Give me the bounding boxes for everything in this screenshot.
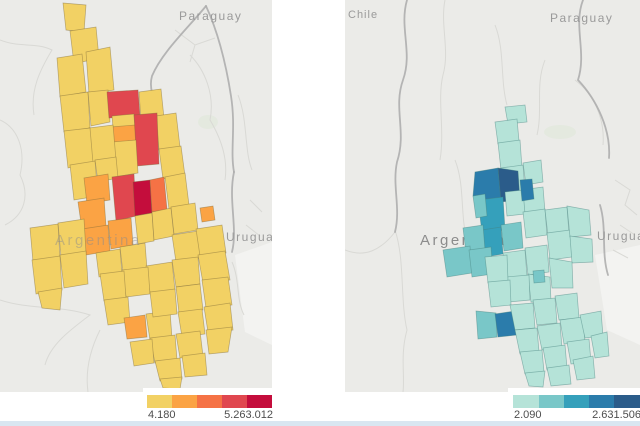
country-label-paraguay: Paraguay <box>179 9 242 23</box>
region[interactable] <box>522 159 544 186</box>
legend-swatch <box>197 395 222 408</box>
province-borders <box>0 29 263 392</box>
region[interactable] <box>522 208 548 239</box>
region[interactable] <box>484 254 509 284</box>
legend-swatch <box>247 395 272 408</box>
region[interactable] <box>546 229 573 261</box>
region[interactable] <box>132 179 153 217</box>
choropleth-map-cool[interactable]: Chile Paraguay Argentina <box>345 0 640 392</box>
region[interactable] <box>532 297 558 326</box>
country-label-uruguay: Uruguay <box>226 230 272 244</box>
region[interactable] <box>133 112 160 167</box>
choropleth-regions-warm[interactable] <box>29 2 234 390</box>
legend-swatch <box>172 395 197 408</box>
region[interactable] <box>442 245 473 278</box>
legend-max-label: 5.263.012 <box>224 409 273 421</box>
color-legend-cool: 2.090 2.631.506 <box>508 388 640 426</box>
region[interactable] <box>151 207 175 241</box>
region[interactable] <box>500 221 524 252</box>
region[interactable] <box>199 205 216 223</box>
region[interactable] <box>475 310 498 340</box>
region[interactable] <box>487 279 512 308</box>
region[interactable] <box>31 255 63 295</box>
window-bottom-edge <box>0 421 640 426</box>
region[interactable] <box>201 276 233 309</box>
region[interactable] <box>195 224 227 257</box>
region[interactable] <box>155 112 181 151</box>
legend-swatch <box>589 395 614 408</box>
legend-swatch <box>614 395 640 408</box>
region[interactable] <box>134 212 155 245</box>
region[interactable] <box>494 118 520 145</box>
legend-swatches-cool <box>513 395 640 408</box>
region[interactable] <box>205 326 233 355</box>
region[interactable] <box>37 287 63 311</box>
legend-swatch <box>222 395 247 408</box>
region[interactable] <box>532 269 546 284</box>
choropleth-map-warm[interactable]: Paraguay Uruguay <box>0 0 272 392</box>
legend-min-label: 2.090 <box>514 409 542 421</box>
country-borders <box>394 0 611 276</box>
rio-de-la-plata-water <box>235 242 272 345</box>
region[interactable] <box>83 173 111 205</box>
legend-swatch <box>513 395 539 408</box>
country-label-uruguay: Uruguay <box>597 229 640 243</box>
vegetation-patch <box>544 125 576 139</box>
region[interactable] <box>546 364 572 387</box>
region[interactable] <box>121 266 151 298</box>
country-label-paraguay: Paraguay <box>550 11 613 25</box>
region[interactable] <box>472 193 488 219</box>
region[interactable] <box>170 202 199 235</box>
legend-swatches-warm <box>147 395 272 408</box>
region[interactable] <box>59 91 91 133</box>
region[interactable] <box>524 370 546 388</box>
region[interactable] <box>111 173 137 222</box>
region[interactable] <box>566 205 592 238</box>
region[interactable] <box>548 257 574 289</box>
country-label-argentina: Argentina <box>55 232 142 249</box>
region[interactable] <box>149 176 168 213</box>
region[interactable] <box>504 104 528 125</box>
region[interactable] <box>175 283 204 314</box>
region[interactable] <box>524 244 550 276</box>
region[interactable] <box>164 172 190 210</box>
region[interactable] <box>87 89 111 127</box>
region[interactable] <box>99 270 127 302</box>
region[interactable] <box>171 256 201 288</box>
region[interactable] <box>519 178 535 202</box>
region[interactable] <box>106 89 141 119</box>
region[interactable] <box>145 261 176 294</box>
region[interactable] <box>56 53 87 98</box>
region[interactable] <box>129 338 155 367</box>
vegetation-patch <box>198 115 218 129</box>
legend-max-label: 2.631.506 <box>592 409 640 421</box>
region[interactable] <box>203 302 234 333</box>
region[interactable] <box>181 352 208 378</box>
legend-swatch <box>539 395 564 408</box>
color-legend-warm: 4.180 5.263.012 <box>143 388 283 426</box>
region[interactable] <box>569 235 594 264</box>
region[interactable] <box>177 308 206 338</box>
region[interactable] <box>590 331 610 359</box>
region[interactable] <box>59 250 89 289</box>
region[interactable] <box>85 46 115 95</box>
legend-min-label: 4.180 <box>148 409 176 421</box>
legend-swatch <box>147 395 172 408</box>
legend-swatch <box>564 395 589 408</box>
region[interactable] <box>123 314 148 340</box>
region[interactable] <box>197 250 231 284</box>
region[interactable] <box>572 355 596 381</box>
region[interactable] <box>62 2 87 33</box>
country-label-chile: Chile <box>348 9 378 21</box>
region[interactable] <box>149 288 178 318</box>
region[interactable] <box>554 292 580 321</box>
choropleth-regions-cool[interactable] <box>442 104 610 388</box>
